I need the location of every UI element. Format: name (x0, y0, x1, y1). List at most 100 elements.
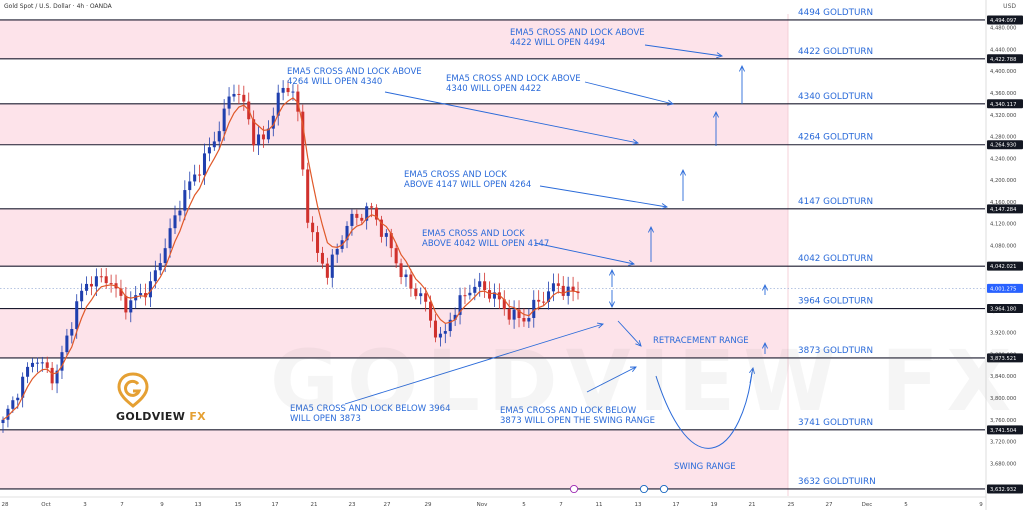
price-tag-bg (987, 54, 1023, 64)
candle-body (311, 222, 315, 233)
candle (35, 357, 39, 373)
candle-body (551, 283, 555, 292)
price-tag[interactable]: 4,147.284 (987, 204, 1023, 214)
candle (492, 283, 496, 308)
annotation-line: EMA5 CROSS AND LOCK ABOVE (446, 74, 581, 84)
annotation-line: EMA5 CROSS AND LOCK ABOVE (510, 28, 645, 38)
price-tag-label: 4,042.021 (990, 264, 1016, 270)
event-flag-icon[interactable] (659, 484, 669, 494)
candle (124, 286, 128, 320)
candle (70, 322, 74, 344)
ema-layer (2, 97, 579, 421)
annotation-arrow (712, 110, 720, 146)
goldview-logo-icon (117, 372, 149, 408)
arrow-head (749, 366, 755, 374)
candle-body (458, 295, 462, 315)
annotation-arrow (617, 320, 642, 347)
price-tag[interactable]: 3,873.521 (987, 353, 1023, 363)
candle-body (124, 295, 128, 313)
candle-body (139, 293, 143, 296)
candle (448, 312, 452, 337)
x-tick-label: 17 (673, 502, 680, 508)
annotation-line: EMA5 CROSS AND LOCK (422, 229, 525, 239)
x-tick-label: 27 (826, 502, 833, 508)
candle-body (104, 276, 108, 284)
candle-body (374, 207, 379, 220)
price-tag[interactable]: 4,042.021 (987, 261, 1023, 271)
candle-body (178, 210, 182, 216)
y-tick-label: 3,720.000 (990, 440, 1016, 446)
arrow-head (632, 139, 640, 145)
x-tick-label: 7 (120, 502, 124, 508)
annotation-line: EMA5 CROSS AND LOCK BELOW (500, 406, 637, 416)
arrow-head (761, 283, 769, 291)
candle (394, 243, 398, 268)
annotation-text: EMA5 CROSS AND LOCK ABOVE 4147 WILL OPEN … (404, 170, 531, 190)
candle (463, 287, 467, 305)
candle-body (237, 93, 241, 95)
candle-body (517, 309, 521, 318)
candle (399, 258, 403, 285)
price-tag[interactable]: 4,001.275 (987, 283, 1023, 293)
event-flag-icon[interactable] (639, 484, 649, 494)
y-tick-label: 4,080.000 (990, 243, 1016, 249)
annotation-line: EMA5 CROSS AND LOCK ABOVE (287, 67, 422, 77)
price-tag[interactable]: 4,494.097 (987, 15, 1023, 25)
candle-body (266, 128, 270, 140)
candle-body (148, 281, 152, 298)
candle-body (6, 408, 10, 420)
arrow-shaft (539, 185, 668, 208)
candle (360, 213, 364, 226)
annotation-line: ABOVE 4042 WILL OPEN 4147 (422, 239, 549, 249)
annotation-arrow (534, 242, 636, 266)
candle-body (527, 317, 531, 322)
candle (198, 164, 202, 183)
annotation-arrow (761, 341, 769, 354)
candle (512, 300, 516, 329)
candle-body (325, 263, 329, 278)
candle-body (453, 314, 457, 320)
price-tag-label: 4,001.275 (990, 286, 1016, 292)
arrow-head (661, 203, 669, 210)
candle (542, 291, 546, 306)
symbol-title: Gold Spot / U.S. Dollar · 4h · OANDA (4, 3, 112, 10)
time-axis[interactable]: 28 Oct 3 7 9 13 15 17 21 23 27 29 Nov 5 7 11 13 17 19 21 25 2… (0, 484, 986, 508)
candle-body (330, 254, 334, 278)
candle-body (158, 263, 162, 271)
candle-body (360, 217, 364, 221)
brand-name-part2: FX (189, 410, 206, 423)
arrow-shaft (344, 323, 604, 405)
candle (45, 356, 49, 373)
annotation-line: 3873 WILL OPEN THE SWING RANGE (500, 416, 655, 426)
candle (237, 84, 241, 105)
price-axis[interactable]: 3,680.000 3,720.000 3,760.000 3,800.000 3,84… (985, 0, 1023, 510)
x-tick-label: Oct (41, 502, 51, 508)
zone-band (0, 103, 788, 145)
candle (173, 205, 177, 234)
x-tick-label: 27 (384, 502, 391, 508)
candle-body (163, 248, 167, 264)
x-tick-label: 21 (749, 502, 756, 508)
candle-body (296, 91, 300, 112)
candle (80, 283, 84, 309)
price-tag[interactable]: 3,964.180 (987, 304, 1023, 314)
price-tag[interactable]: 4,422.788 (987, 54, 1023, 64)
candle (546, 281, 551, 310)
price-tag-bg (987, 304, 1023, 314)
price-tag[interactable]: 3,632.932 (987, 484, 1023, 494)
y-tick-label: 4,200.000 (990, 178, 1016, 184)
arrow-head (628, 259, 636, 266)
candle (404, 269, 408, 287)
candle-body (379, 219, 383, 237)
candle-body (483, 281, 487, 291)
candle-body (320, 252, 324, 264)
price-tag[interactable]: 3,741.504 (987, 425, 1023, 435)
event-flag-icon[interactable] (569, 484, 579, 494)
price-tag[interactable]: 4,264.930 (987, 140, 1023, 150)
x-tick-label: 17 (272, 502, 279, 508)
price-tag[interactable]: 4,340.117 (987, 99, 1023, 109)
candle-body (394, 248, 398, 264)
candle-body (94, 276, 98, 287)
candle-body (301, 111, 305, 170)
